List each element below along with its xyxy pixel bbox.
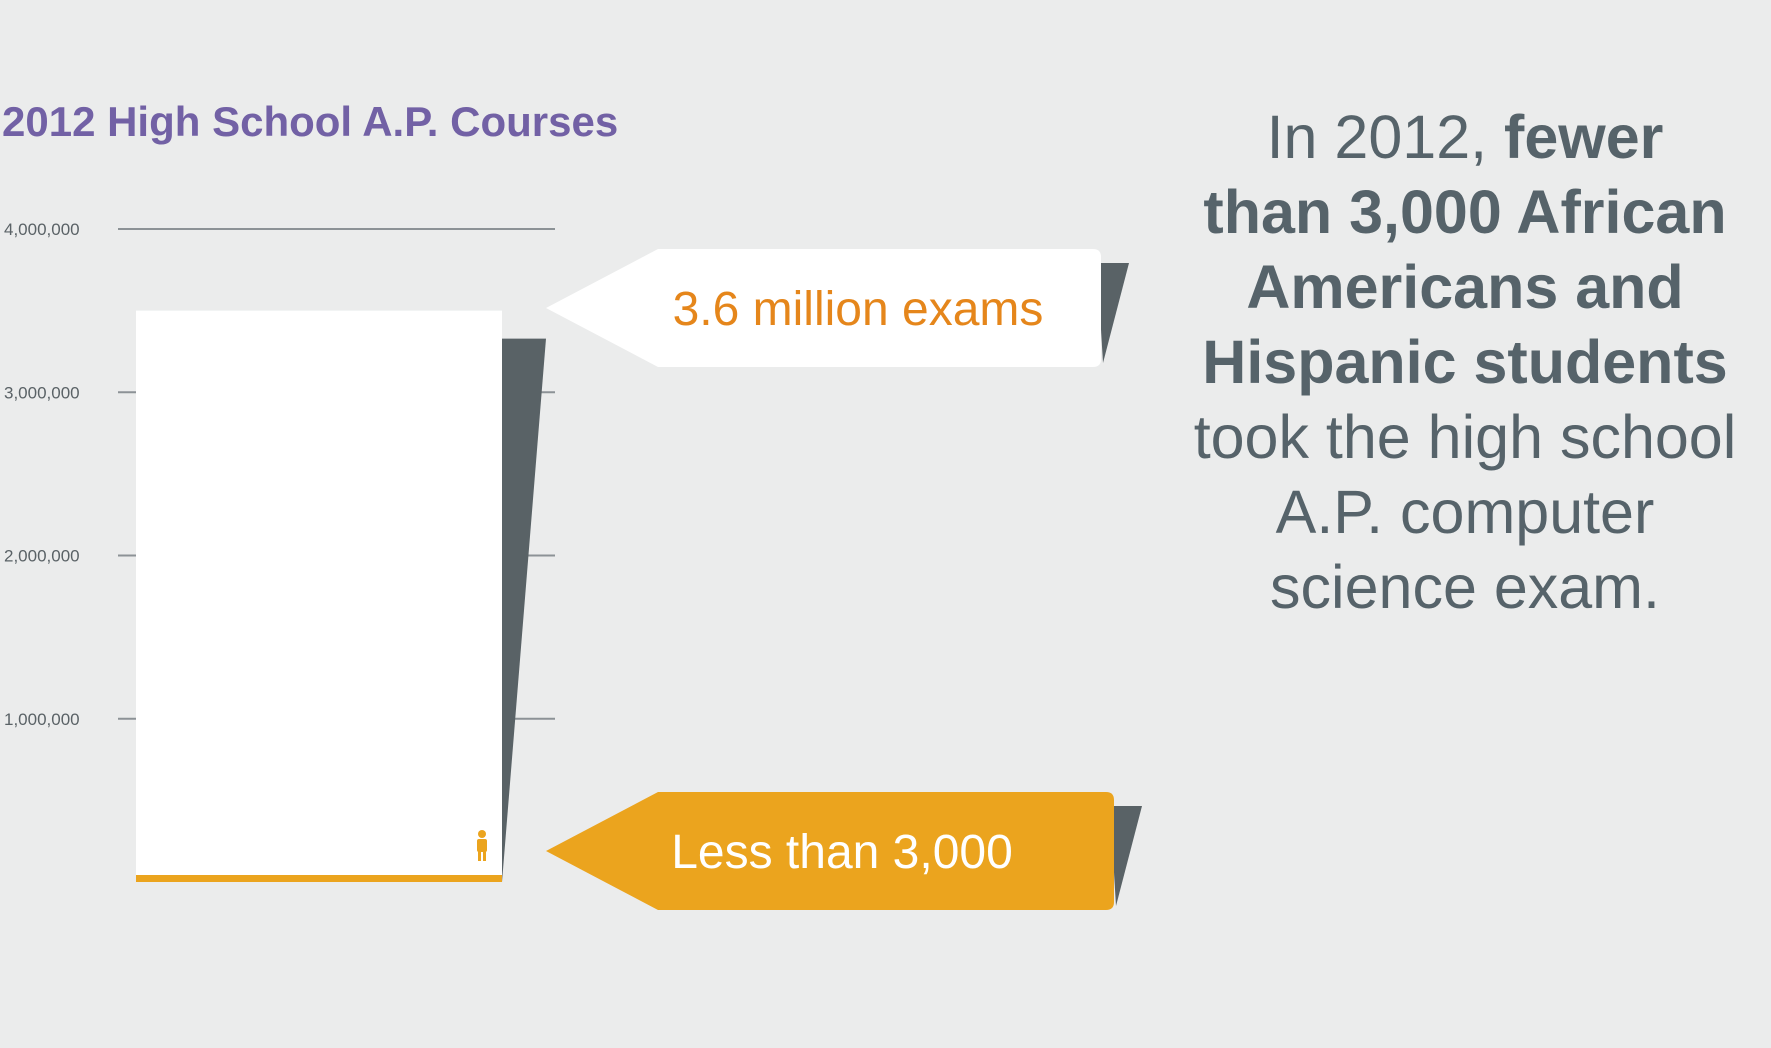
bar-minority-exams (136, 875, 502, 882)
y-tick-label: 1,000,000 (4, 710, 80, 729)
callouts: 3.6 million exams Less than 3,000 (546, 249, 1142, 910)
statement-text: In 2012, fewer than 3,000 African Americ… (1155, 100, 1771, 625)
chart-title: 2012 High School A.P. Courses (2, 98, 619, 145)
callout-1: 3.6 million exams (546, 249, 1129, 367)
statement-line-2: than 3,000 African (1203, 178, 1727, 246)
statement-line-1: In 2012, fewer (1266, 103, 1664, 171)
callout-shadow (1097, 263, 1129, 363)
bar-total-exams (136, 310, 502, 882)
bars (136, 310, 546, 882)
y-tick-label: 4,000,000 (4, 220, 80, 239)
callout-box (546, 249, 1101, 367)
person-icon (477, 830, 487, 861)
callout-label: 3.6 million exams (673, 283, 1044, 336)
bar-depth-face (502, 338, 546, 882)
y-tick-label: 2,000,000 (4, 547, 80, 566)
callout-box (546, 792, 1114, 910)
y-tick-label: 3,000,000 (4, 383, 80, 402)
statement-line-3: Americans and (1246, 253, 1684, 321)
statement-line-4: Hispanic students (1202, 328, 1728, 396)
statement-line-6: A.P. computer (1275, 478, 1655, 546)
statement-line-5: took the high school (1193, 403, 1737, 471)
callout-shadow (1110, 806, 1142, 906)
y-axis: 1,000,000 2,000,000 3,000,000 4,000,000 (4, 220, 80, 729)
callout-label: Less than 3,000 (671, 826, 1013, 879)
callout-2: Less than 3,000 (546, 792, 1142, 910)
statement-line-7: science exam. (1270, 553, 1660, 621)
